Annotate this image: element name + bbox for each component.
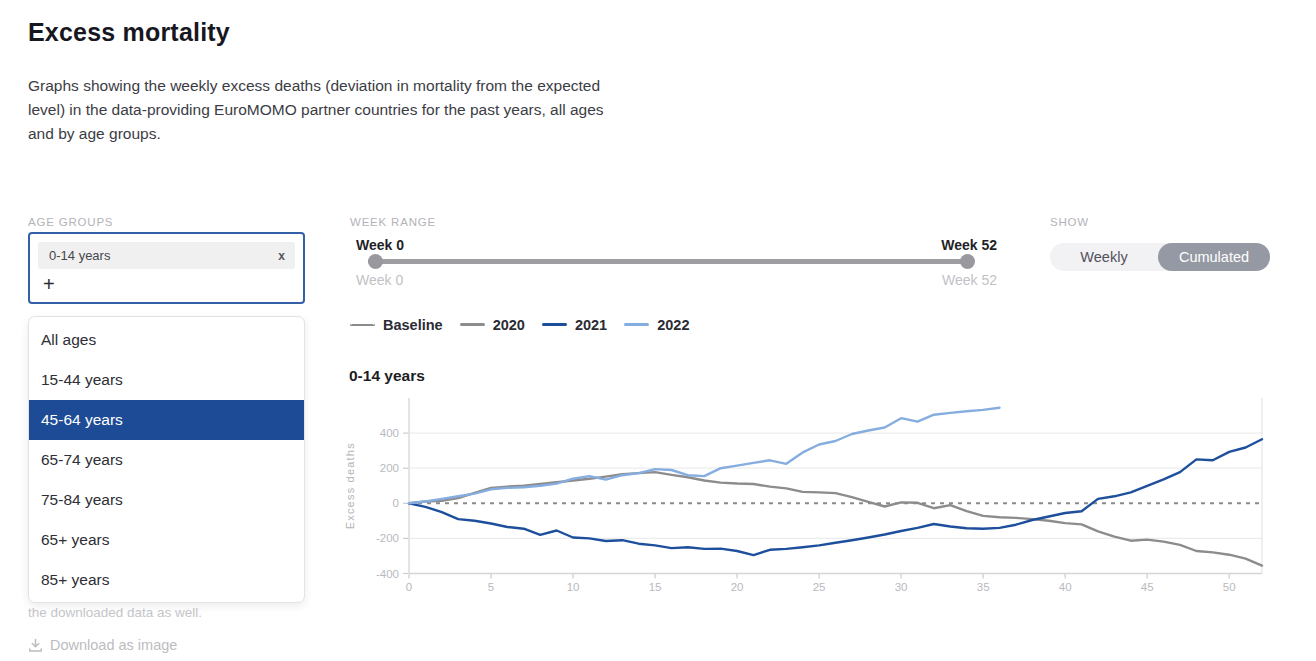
page-title: Excess mortality [28, 18, 230, 47]
toggle-option-cumulated[interactable]: Cumulated [1158, 243, 1270, 271]
show-toggle: Weekly Cumulated [1050, 243, 1270, 271]
dropdown-option-75-84[interactable]: 75-84 years [29, 480, 304, 520]
legend-item-baseline: Baseline [350, 317, 443, 333]
baseline-swatch-icon [350, 324, 375, 326]
dropdown-option-45-64[interactable]: 45-64 years [29, 400, 304, 440]
excess-mortality-chart: 400 200 0 -200 -400 0 5 10 15 20 25 30 35 40 45 50 Exces… [340, 390, 1316, 605]
x-tick-label-5: 5 [488, 581, 494, 593]
x-tick-label-25: 25 [813, 581, 826, 593]
remove-chip-icon[interactable]: x [278, 249, 285, 263]
dropdown-option-15-44[interactable]: 15-44 years [29, 360, 304, 400]
chart-title: 0-14 years [349, 367, 425, 385]
y-tick-label--400: -400 [376, 568, 399, 580]
x-tick-label-30: 30 [895, 581, 908, 593]
week-range-end-handle[interactable] [960, 254, 975, 269]
age-groups-multiselect[interactable]: 0-14 years x + [28, 232, 305, 304]
x-tick-label-45: 45 [1141, 581, 1154, 593]
week-range-end-value: Week 52 [935, 237, 997, 253]
x-tick-label-0: 0 [406, 581, 412, 593]
page-description: Graphs showing the weekly excess deaths … [28, 74, 632, 146]
x-tick-label-35: 35 [977, 581, 990, 593]
age-groups-label: AGE GROUPS [28, 216, 113, 228]
week-range-start-value: Week 0 [356, 237, 404, 253]
selected-age-group-chip: 0-14 years x [38, 242, 295, 269]
download-icon [28, 638, 43, 653]
legend-item-2021: 2021 [542, 317, 607, 333]
show-label: SHOW [1050, 216, 1089, 228]
download-label: Download as image [50, 637, 177, 653]
x-tick-label-50: 50 [1223, 581, 1236, 593]
excess-mortality-page: Excess mortality Graphs showing the week… [0, 0, 1316, 661]
age-groups-dropdown: All ages 15-44 years 45-64 years 65-74 y… [28, 316, 305, 603]
series-2022-swatch-icon [624, 323, 649, 326]
x-tick-label-20: 20 [731, 581, 744, 593]
toggle-option-weekly[interactable]: Weekly [1050, 249, 1158, 265]
dropdown-option-65-74[interactable]: 65-74 years [29, 440, 304, 480]
x-tick-label-40: 40 [1059, 581, 1072, 593]
x-tick-label-10: 10 [567, 581, 580, 593]
x-tick-label-15: 15 [649, 581, 662, 593]
series-2021-swatch-icon [542, 323, 567, 326]
dropdown-option-85plus[interactable]: 85+ years [29, 560, 304, 600]
week-range-slider-track[interactable] [368, 259, 974, 264]
series-2022 [409, 408, 1000, 504]
week-range-label: WEEK RANGE [350, 216, 436, 228]
chart-legend: Baseline 2020 2021 2022 [350, 316, 689, 333]
y-tick-label-200: 200 [380, 462, 399, 474]
dropdown-option-65plus[interactable]: 65+ years [29, 520, 304, 560]
legend-item-2022: 2022 [624, 317, 689, 333]
y-axis-title: Excess deaths [344, 442, 356, 529]
week-range-min-label: Week 0 [356, 272, 403, 288]
week-range-start-handle[interactable] [368, 254, 383, 269]
y-tick-label-0: 0 [393, 497, 399, 509]
week-range-max-label: Week 52 [935, 272, 997, 288]
series-2020-swatch-icon [460, 323, 485, 326]
chip-label: 0-14 years [49, 248, 110, 263]
download-as-image-link[interactable]: Download as image [28, 637, 177, 653]
dropdown-option-all-ages[interactable]: All ages [29, 320, 304, 360]
footer-note: the downloaded data as well. [28, 605, 202, 620]
y-tick-label-400: 400 [380, 427, 399, 439]
y-tick-label--200: -200 [376, 532, 399, 544]
series-2021 [409, 439, 1262, 555]
legend-item-2020: 2020 [460, 317, 525, 333]
add-age-group-icon[interactable]: + [43, 274, 295, 294]
